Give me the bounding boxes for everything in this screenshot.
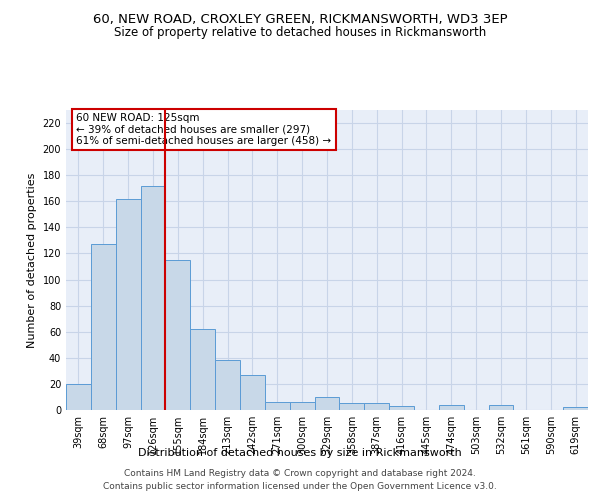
Bar (340, 404, 364, 410)
Bar (265, 402, 290, 410)
Text: Size of property relative to detached houses in Rickmansworth: Size of property relative to detached ho… (114, 26, 486, 39)
Bar (439, 405, 464, 410)
Text: 60 NEW ROAD: 125sqm
← 39% of detached houses are smaller (297)
61% of semi-detac: 60 NEW ROAD: 125sqm ← 39% of detached ho… (76, 113, 332, 146)
Bar (215, 360, 240, 410)
Bar (389, 406, 414, 410)
Y-axis label: Number of detached properties: Number of detached properties (27, 172, 37, 348)
Bar (290, 402, 314, 410)
Text: Contains HM Land Registry data © Crown copyright and database right 2024.: Contains HM Land Registry data © Crown c… (124, 468, 476, 477)
Bar (116, 198, 140, 410)
Bar (140, 186, 166, 410)
Bar (66, 384, 91, 410)
Bar (240, 375, 265, 410)
Bar (91, 244, 116, 410)
Bar (488, 405, 514, 410)
Bar (166, 260, 190, 410)
Bar (364, 404, 389, 410)
Bar (190, 329, 215, 410)
Bar (314, 397, 340, 410)
Text: Distribution of detached houses by size in Rickmansworth: Distribution of detached houses by size … (138, 448, 462, 458)
Text: Contains public sector information licensed under the Open Government Licence v3: Contains public sector information licen… (103, 482, 497, 491)
Bar (563, 408, 588, 410)
Text: 60, NEW ROAD, CROXLEY GREEN, RICKMANSWORTH, WD3 3EP: 60, NEW ROAD, CROXLEY GREEN, RICKMANSWOR… (92, 12, 508, 26)
